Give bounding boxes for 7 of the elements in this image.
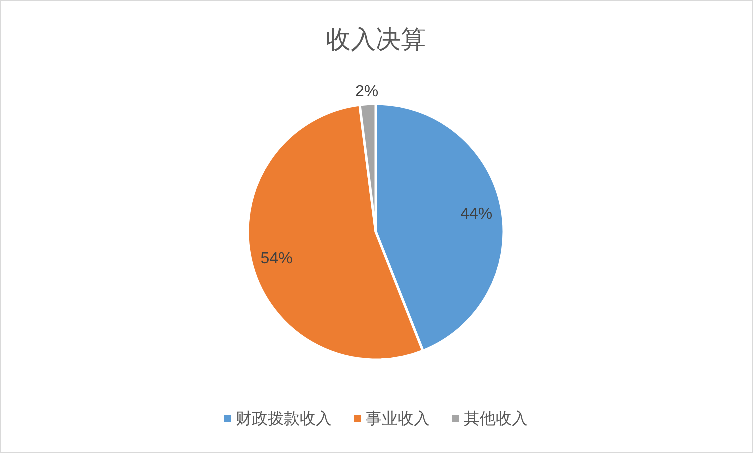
data-label: 44% — [460, 206, 493, 223]
data-label: 54% — [260, 250, 293, 268]
data-label: 2% — [356, 83, 379, 100]
legend-label: 财政拨款收入 — [236, 410, 332, 428]
legend-label: 事业收入 — [366, 410, 430, 428]
chart-title: 收入决算 — [326, 26, 426, 54]
legend-label: 其他收入 — [464, 410, 528, 428]
